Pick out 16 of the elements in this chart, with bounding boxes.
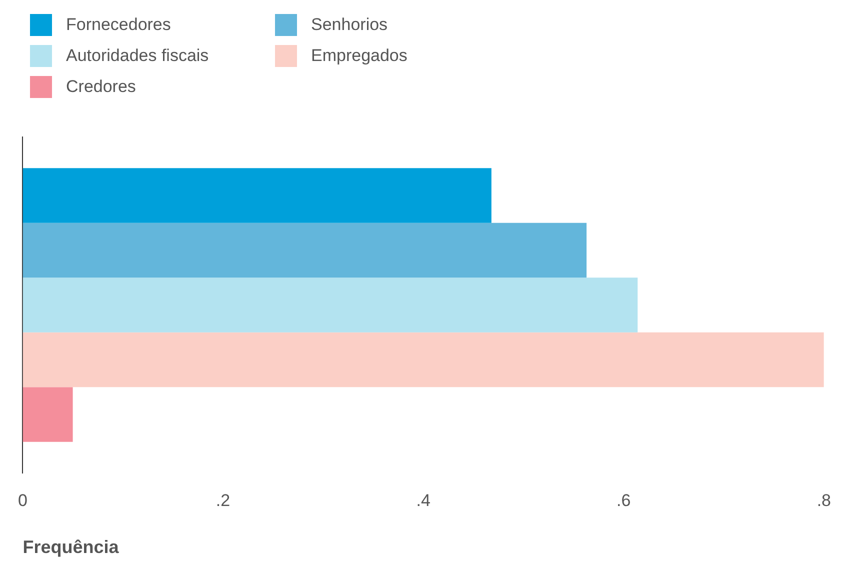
legend-label: Credores [66, 77, 136, 97]
bar [22, 332, 824, 388]
bar [22, 278, 638, 332]
legend-label: Senhorios [311, 15, 388, 35]
bar [22, 387, 73, 442]
x-axis-title: Frequência [22, 537, 120, 558]
bar [22, 168, 492, 223]
x-tick-label: .6 [616, 490, 631, 510]
x-tick-label: .4 [416, 490, 430, 510]
x-tick-label: .2 [216, 490, 230, 510]
x-tick-label: .8 [816, 490, 832, 510]
legend-label: Fornecedores [66, 15, 171, 35]
legend-label: Empregados [311, 46, 408, 66]
bar [22, 222, 587, 278]
legend-label: Autoridades fiscais [66, 46, 209, 66]
x-tick-label: 0 [18, 490, 28, 510]
